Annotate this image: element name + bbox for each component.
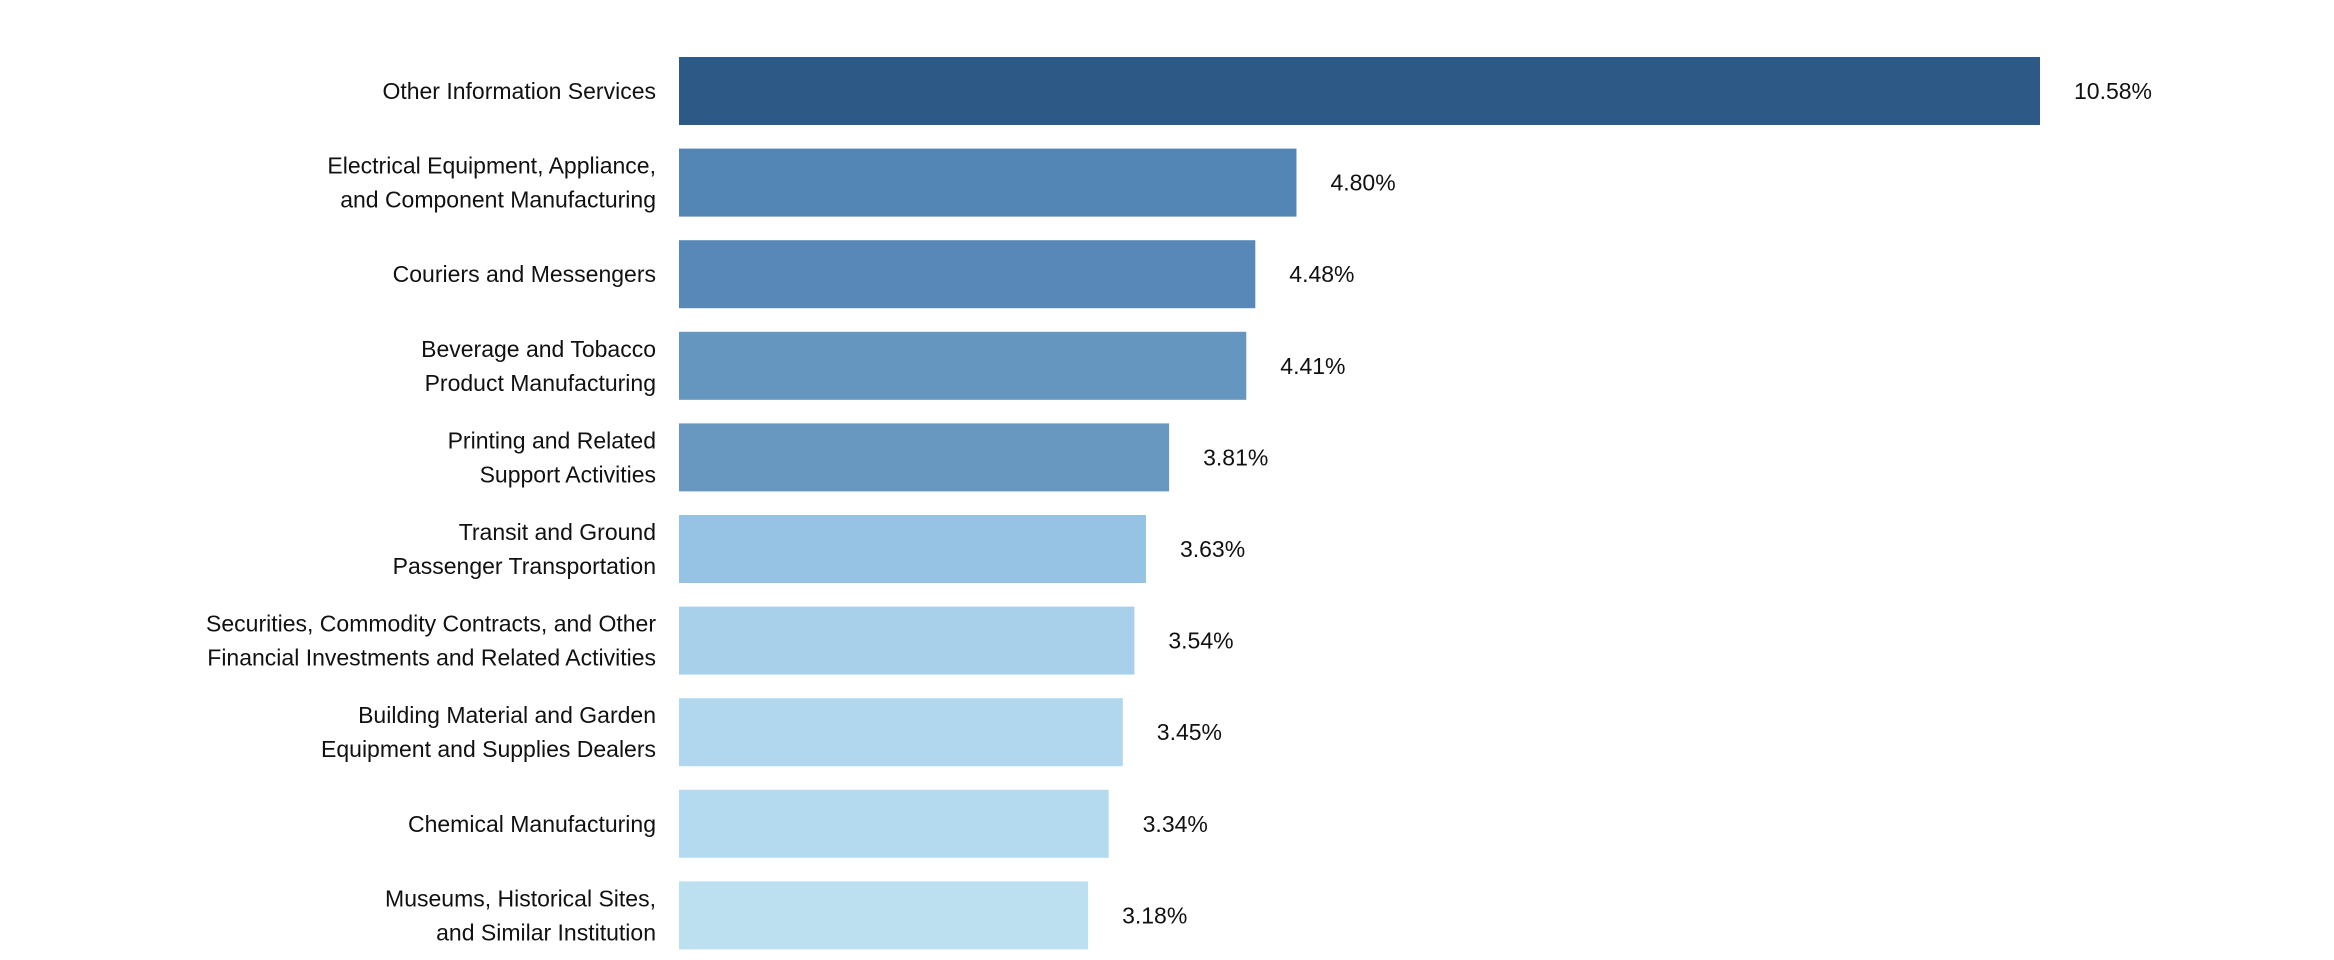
category-label: Beverage and Tobacco Product Manufacturin…	[421, 336, 656, 396]
bar	[679, 240, 1256, 309]
category-label: Museums, Historical Sites, and Similar In…	[385, 885, 656, 945]
value-label: 3.63%	[1180, 536, 1245, 562]
value-label: 3.54%	[1168, 628, 1233, 654]
value-label: 4.48%	[1289, 261, 1354, 287]
category-label: Other Information Services	[382, 78, 656, 104]
category-label-line: Chemical Manufacturing	[408, 811, 656, 837]
category-label: Printing and Related Support Activities	[448, 427, 656, 487]
bar	[679, 423, 1170, 492]
category-label: Couriers and Messengers	[393, 261, 656, 287]
category-label-line: and Component Manufacturing	[340, 187, 656, 213]
category-label-line: Product Manufacturing	[425, 370, 656, 396]
category-label: Securities, Commodity Contracts, and Oth…	[206, 611, 656, 671]
value-label: 3.81%	[1203, 444, 1268, 470]
value-label: 3.18%	[1122, 902, 1187, 928]
bar	[679, 606, 1135, 675]
bar	[679, 881, 1089, 950]
category-label-line: Support Activities	[480, 461, 656, 487]
value-label: 4.80%	[1330, 170, 1395, 196]
bar	[679, 789, 1109, 858]
category-label-line: Museums, Historical Sites,	[385, 885, 656, 911]
category-label-line: Financial Investments and Related Activi…	[207, 645, 656, 671]
bar	[679, 57, 2040, 125]
value-label: 4.41%	[1280, 353, 1345, 379]
category-label-line: Transit and Ground	[459, 519, 656, 545]
value-label: 10.58%	[2074, 78, 2152, 104]
category-label-line: Couriers and Messengers	[393, 261, 656, 287]
category-label-line: Beverage and Tobacco	[421, 336, 656, 362]
category-label-line: and Similar Institution	[436, 919, 656, 945]
category-labels-group: Other Information Services Electrical Equ…	[206, 78, 656, 945]
category-label-line: Building Material and Garden	[358, 702, 656, 728]
category-label-line: Other Information Services	[382, 78, 656, 104]
value-label: 3.45%	[1157, 719, 1222, 745]
bar	[679, 698, 1123, 767]
category-label: Chemical Manufacturing	[408, 811, 656, 837]
value-label: 3.34%	[1143, 811, 1208, 837]
bar	[679, 331, 1247, 400]
category-label: Transit and Ground Passenger Transportati…	[393, 519, 656, 579]
bar	[679, 148, 1297, 217]
bar	[679, 515, 1146, 583]
category-label: Electrical Equipment, Appliance, and Comp…	[327, 153, 656, 213]
bars-group	[679, 57, 2040, 950]
category-label-line: Passenger Transportation	[393, 553, 656, 579]
category-label-line: Printing and Related	[448, 427, 656, 453]
category-label-line: Electrical Equipment, Appliance,	[327, 153, 656, 179]
value-labels-group: 10.58% 4.80% 4.48% 4.41% 3.81% 3.63% 3.54% 3.45…	[1122, 78, 2152, 928]
category-label-line: Equipment and Supplies Dealers	[321, 736, 656, 762]
category-label: Building Material and Garden Equipment an…	[321, 702, 656, 762]
category-label-line: Securities, Commodity Contracts, and Oth…	[206, 611, 656, 637]
